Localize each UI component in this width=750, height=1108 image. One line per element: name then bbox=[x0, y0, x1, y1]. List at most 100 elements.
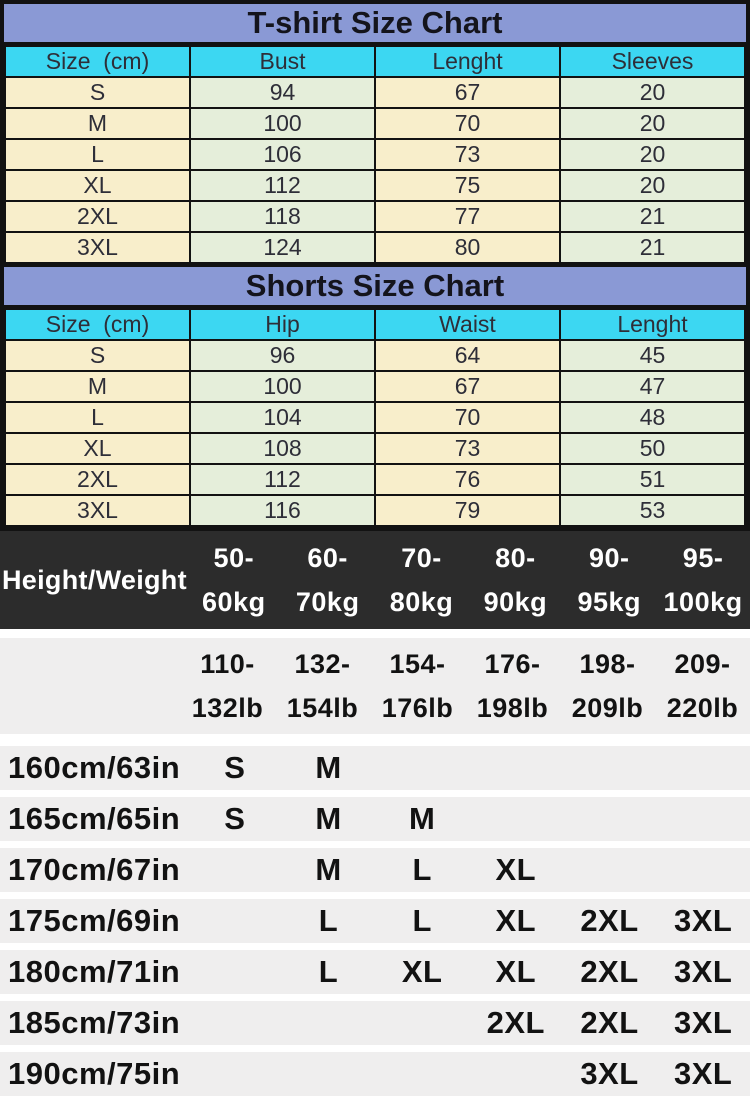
size-row: XL 108 73 50 bbox=[4, 432, 746, 465]
fit-row-cells: M L XL bbox=[188, 852, 750, 888]
recommended-size-cell: M bbox=[315, 750, 342, 785]
measurement-cell: 106 bbox=[189, 138, 376, 171]
fit-row-cells: L L XL 2XL 3XL bbox=[188, 903, 750, 939]
height-label: 165cm/65in bbox=[8, 801, 181, 836]
recommended-size-cell: M bbox=[315, 801, 342, 836]
measurement-cell: 67 bbox=[374, 76, 561, 109]
measurement-cell: 94 bbox=[189, 76, 376, 109]
measurement-cell: 20 bbox=[559, 138, 746, 171]
measurement-cell: 20 bbox=[559, 76, 746, 109]
kg-range-line1: 90- bbox=[588, 543, 630, 573]
measurement-cell: 21 bbox=[559, 231, 746, 264]
measurement-cell: 53 bbox=[559, 494, 746, 527]
recommended-size-cell: 2XL bbox=[486, 1005, 545, 1040]
column-header: Sleeves bbox=[559, 45, 746, 78]
measurement-cell: 77 bbox=[374, 200, 561, 233]
measurement-cell: 79 bbox=[374, 494, 561, 527]
weight-ranges-lb-band: 110- 132lb 132- 154lb 154- 176lb 176- 198lb 198-… bbox=[0, 638, 750, 734]
measurement-cell: 112 bbox=[189, 463, 376, 496]
column-header: Lenght bbox=[374, 45, 561, 78]
recommended-size-cell bbox=[188, 903, 282, 939]
measurement-cell: 73 bbox=[374, 432, 561, 465]
measurement-cell: 80 bbox=[374, 231, 561, 264]
size-row: L 106 73 20 bbox=[4, 138, 746, 171]
recommended-size-cell: 2XL bbox=[580, 903, 639, 938]
kg-range-line2: 80kg bbox=[389, 587, 454, 617]
tshirt-size-table: Size (cm) Bust Lenght Sleeves S 94 67 20 M 100 70 2… bbox=[4, 45, 746, 264]
measurement-cell: 47 bbox=[559, 370, 746, 403]
recommended-size-cell bbox=[188, 1056, 282, 1092]
height-label: 160cm/63in bbox=[8, 750, 181, 785]
size-row: S 96 64 45 bbox=[4, 339, 746, 372]
measurement-cell: 108 bbox=[189, 432, 376, 465]
measurement-cell: 112 bbox=[189, 169, 376, 202]
recommended-size-cell bbox=[563, 750, 657, 786]
size-name-cell: S bbox=[4, 339, 191, 372]
recommended-size-cell bbox=[188, 954, 282, 990]
kg-range-line2: 90kg bbox=[483, 587, 548, 617]
measurement-cell: 104 bbox=[189, 401, 376, 434]
recommended-size-cell bbox=[563, 801, 657, 837]
size-name-cell: S bbox=[4, 76, 191, 109]
lb-range-line1: 132- bbox=[294, 649, 351, 679]
measurement-cell: 45 bbox=[559, 339, 746, 372]
kg-range: 80- 90kg bbox=[468, 531, 562, 629]
lb-range-line2: 176lb bbox=[381, 693, 454, 723]
recommended-size-cell bbox=[656, 852, 750, 888]
size-charts-block: T-shirt Size Chart Size (cm) Bust Lenght Sl… bbox=[0, 0, 750, 531]
size-name-cell: 2XL bbox=[4, 200, 191, 233]
fit-row: 180cm/71in L XL XL 2XL 3XL bbox=[0, 950, 750, 994]
size-row: 2XL 112 76 51 bbox=[4, 463, 746, 496]
fit-row: 170cm/67in M L XL bbox=[0, 848, 750, 892]
kg-range-line1: 95- bbox=[682, 543, 724, 573]
kg-range: 95- 100kg bbox=[656, 531, 750, 629]
recommended-size-cell: M bbox=[408, 801, 436, 836]
fit-row: 165cm/65in S M M bbox=[0, 797, 750, 841]
size-name-cell: 3XL bbox=[4, 494, 191, 527]
recommended-size-cell bbox=[282, 1005, 376, 1041]
lb-range-line1: 209- bbox=[674, 649, 731, 679]
height-label: 170cm/67in bbox=[8, 852, 181, 887]
height-weight-label: Height/Weight bbox=[2, 564, 187, 595]
measurement-cell: 70 bbox=[374, 401, 561, 434]
size-name-cell: XL bbox=[4, 169, 191, 202]
size-row: S 94 67 20 bbox=[4, 76, 746, 109]
size-row: M 100 70 20 bbox=[4, 107, 746, 140]
recommended-size-cell: 3XL bbox=[673, 903, 733, 938]
lb-range-line1: 154- bbox=[389, 649, 446, 679]
recommended-size-cell bbox=[469, 801, 563, 837]
fit-row: 175cm/69in L L XL 2XL 3XL bbox=[0, 899, 750, 943]
lb-range-line2: 209lb bbox=[571, 693, 644, 723]
header-row: Size (cm) Bust Lenght Sleeves bbox=[4, 45, 746, 78]
header-row: Size (cm) Hip Waist Lenght bbox=[4, 308, 746, 341]
recommended-size-cell bbox=[656, 750, 750, 786]
kg-range-line2: 100kg bbox=[663, 587, 743, 617]
measurement-cell: 48 bbox=[559, 401, 746, 434]
fit-row-cells: L XL XL 2XL 3XL bbox=[188, 954, 750, 990]
measurement-cell: 75 bbox=[374, 169, 561, 202]
column-header: Bust bbox=[189, 45, 376, 78]
kg-range-line1: 50- bbox=[213, 543, 255, 573]
recommended-size-cell: M bbox=[315, 852, 342, 887]
recommended-size-cell bbox=[375, 1056, 469, 1092]
kg-range: 90- 95kg bbox=[562, 531, 656, 629]
size-name-cell: XL bbox=[4, 432, 191, 465]
measurement-cell: 70 bbox=[374, 107, 561, 140]
lb-range-line1: 110- bbox=[200, 649, 255, 679]
size-row: 3XL 116 79 53 bbox=[4, 494, 746, 527]
lb-range: 176- 198lb bbox=[465, 638, 560, 734]
size-row: 2XL 118 77 21 bbox=[4, 200, 746, 233]
lb-range-line1: 198- bbox=[579, 649, 636, 679]
measurement-cell: 73 bbox=[374, 138, 561, 171]
size-name-cell: L bbox=[4, 401, 191, 434]
recommended-size-cell: XL bbox=[495, 903, 537, 938]
kg-range: 70- 80kg bbox=[375, 531, 469, 629]
height-label: 175cm/69in bbox=[8, 903, 181, 938]
weight-ranges-lb: 110- 132lb 132- 154lb 154- 176lb 176- 198lb 198-… bbox=[180, 638, 750, 734]
recommended-size-cell bbox=[469, 750, 563, 786]
measurement-cell: 76 bbox=[374, 463, 561, 496]
measurement-cell: 67 bbox=[374, 370, 561, 403]
recommended-size-cell: XL bbox=[495, 954, 537, 989]
height-label: 185cm/73in bbox=[8, 1005, 181, 1040]
lb-range: 154- 176lb bbox=[370, 638, 465, 734]
